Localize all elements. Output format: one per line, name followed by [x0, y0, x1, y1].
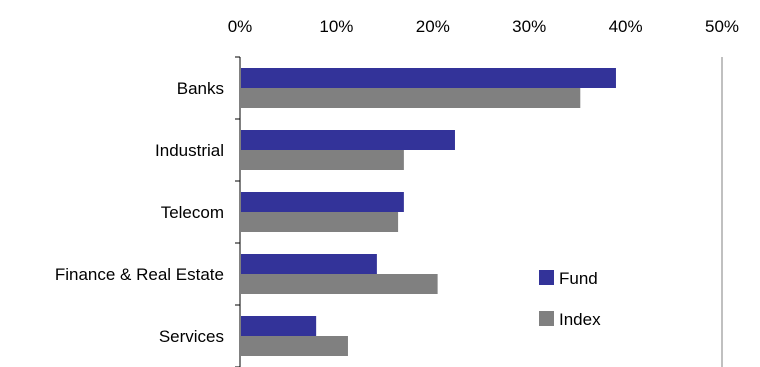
legend: Fund Index [539, 269, 601, 329]
category-label: Services [159, 327, 224, 346]
legend-label-fund: Fund [559, 269, 598, 288]
x-tick-label: 50% [705, 17, 739, 36]
legend-swatch-index [539, 311, 554, 326]
bar-fund [241, 192, 404, 212]
category-label: Finance & Real Estate [55, 265, 224, 284]
category-label: Telecom [161, 203, 224, 222]
bar-index [241, 274, 438, 294]
bar-index [241, 336, 348, 356]
bars [241, 68, 616, 356]
bar-fund [241, 130, 455, 150]
bar-fund [241, 316, 317, 336]
category-label: Industrial [155, 141, 224, 160]
x-tick-label: 30% [512, 17, 546, 36]
bar-index [241, 212, 399, 232]
y-axis-tick-marks [235, 56, 240, 367]
x-tick-label: 20% [416, 17, 450, 36]
legend-label-index: Index [559, 310, 601, 329]
bar-fund [241, 68, 616, 88]
x-tick-label: 40% [609, 17, 643, 36]
x-tick-label: 0% [228, 17, 253, 36]
category-labels: Banks Industrial Telecom Finance & Real Est… [55, 79, 224, 346]
legend-swatch-fund [539, 270, 554, 285]
x-axis-ticks: 0% 10% 20% 30% 40% 50% [228, 17, 739, 36]
bar-index [241, 150, 404, 170]
x-tick-label: 10% [319, 17, 353, 36]
bar-fund [241, 254, 377, 274]
category-label: Banks [177, 79, 224, 98]
bar-index [241, 88, 581, 108]
